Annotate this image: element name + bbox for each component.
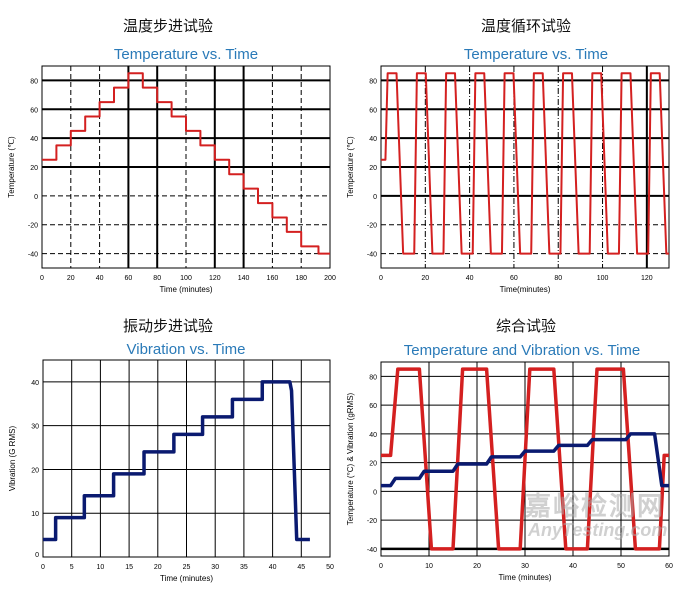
chart4-xlabel: Time (minutes) [498,573,551,582]
chart4-ytick-label: 60 [369,403,377,410]
chart3-ytick-label: 40 [31,380,39,387]
chart1-ytick-label: 0 [34,194,38,201]
chart2-xlabel: Time(minutes) [500,285,551,294]
chart2-xtick-label: 80 [554,275,562,282]
chart2-xtick-label: 0 [379,275,383,282]
chart3-xtick-label: 20 [154,564,162,571]
chart3-xtick-label: 25 [183,564,191,571]
chart1-xtick-label: 200 [324,275,336,282]
chart4-series-2-line [381,432,669,488]
chart1-xtick-label: 160 [267,275,279,282]
chart4-ytick-label: 0 [373,489,377,496]
chart3-xtick-label: 5 [70,564,74,571]
chart2-xtick-label: 60 [510,275,518,282]
chart3-xtick-label: 30 [211,564,219,571]
chart3-ylabel: Vibration (G RMS) [8,426,17,492]
chart2-xtick-label: 40 [466,275,474,282]
chart4-xtick-label: 50 [617,563,625,570]
chart1-title: Temperature vs. Time [113,46,259,63]
watermark-en: AnyTesting.com [528,520,668,540]
watermark-cn: 嘉峪检测网 [525,491,666,521]
chart4-ytick-label: 40 [369,432,377,439]
chart2-ytick-label: 60 [369,107,377,114]
chart2-ytick-label: 40 [369,136,377,143]
chart2-ytick-label: 0 [373,194,377,201]
chart2-ytick-label: 20 [369,165,377,172]
chart1-xtick-label: 0 [40,275,44,282]
chart2-xtick-label: 20 [421,275,429,282]
chart1-ylabel: Temperature (℃) [7,136,16,198]
chart1-xtick-label: 80 [153,275,161,282]
chart1-xtick-label: 120 [209,275,221,282]
chart4-xtick-label: 30 [521,563,529,570]
chart1-ytick-label: 20 [30,165,38,172]
chart1-heading: 温度步进试验 [122,17,213,35]
chart4-ytick-label: -20 [367,518,377,525]
chart4-xtick-label: 10 [425,563,433,570]
chart3-xtick-label: 50 [326,564,334,571]
chart3-ytick-label: 0 [35,552,39,559]
chart4-xtick-label: 40 [569,563,577,570]
chart1-xlabel: Time (minutes) [159,285,212,294]
chart3-xtick-label: 45 [297,564,305,571]
chart2-ytick-label: -20 [367,223,377,230]
chart2-ytick-label: 80 [369,78,377,85]
chart4-series-1-line [381,367,669,551]
chart2-heading: 温度循环试验 [480,17,571,35]
chart2-ytick-label: -40 [367,252,377,259]
chart2-series-1-line [381,72,669,255]
chart1-xtick-label: 180 [295,275,307,282]
chart2-title: Temperature vs. Time [463,46,609,63]
chart1-xtick-label: 20 [67,275,75,282]
chart4-title: Temperature and Vibration vs. Time [403,342,641,359]
chart3-ytick-label: 30 [31,424,39,431]
chart4-ytick-label: 20 [369,461,377,468]
chart4-xtick-label: 20 [473,563,481,570]
chart3-xtick-label: 35 [240,564,248,571]
chart4-heading: 综合试验 [495,317,556,335]
chart4-ylabel: Temperature (°C) & Vibration (gRMS) [346,392,355,525]
chart3-xtick-label: 0 [41,564,45,571]
chart1-ytick-label: -40 [28,252,38,259]
chart1-xtick-label: 60 [125,275,133,282]
chart1-xtick-label: 100 [180,275,192,282]
chart1-ytick-label: 60 [30,107,38,114]
chart3-xtick-label: 40 [269,564,277,571]
chart2-xtick-label: 120 [641,275,653,282]
chart1-xtick-label: 140 [238,275,250,282]
chart3-series-1-line [43,380,310,542]
chart3-ytick-label: 10 [31,511,39,518]
chart1-xtick-label: 40 [96,275,104,282]
chart1-ytick-label: 40 [30,136,38,143]
chart1-ytick-label: -20 [28,223,38,230]
chart3-xlabel: Time (minutes) [160,574,213,583]
chart2-xtick-label: 100 [597,275,609,282]
chart1-series-1-line [42,72,330,255]
chart3-heading: 振动步进试验 [122,317,213,335]
chart4-ytick-label: -40 [367,547,377,554]
chart2-ylabel: Temperature (℃) [346,136,355,198]
chart4-xtick-label: 60 [665,563,673,570]
chart4-xtick-label: 0 [379,563,383,570]
chart3-xtick-label: 10 [97,564,105,571]
chart4-ytick-label: 80 [369,374,377,381]
chart3-ytick-label: 20 [31,467,39,474]
chart1-ytick-label: 80 [30,78,38,85]
chart3-xtick-label: 15 [125,564,133,571]
chart3-title: Vibration vs. Time [126,341,246,358]
